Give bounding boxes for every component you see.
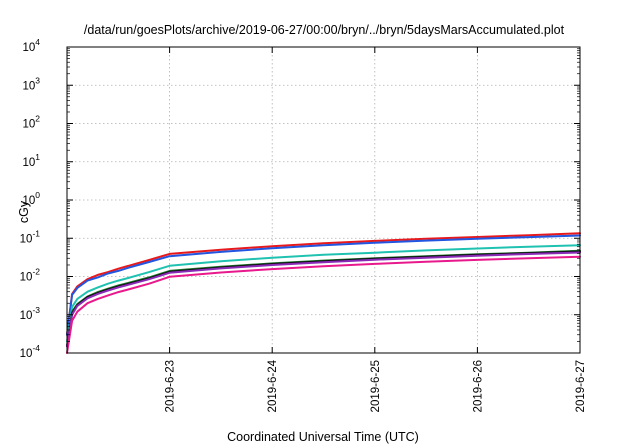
- series-line: [66, 255, 581, 354]
- x-tick-label: 2019-6-23: [165, 360, 177, 412]
- series-line: [66, 251, 581, 348]
- x-tick-label: 2019-6-26: [472, 360, 484, 412]
- series-line: [66, 232, 581, 336]
- x-tick-label: 2019-6-27: [575, 360, 587, 412]
- y-tick-label: 10-3: [20, 305, 41, 322]
- y-tick-label: 101: [22, 152, 40, 169]
- y-tick-label: 10-2: [20, 267, 41, 284]
- series-line: [66, 244, 581, 343]
- x-tick-label: 2019-6-25: [370, 360, 382, 412]
- y-tick-label: 10-4: [20, 343, 41, 360]
- x-axis-label: Coordinated Universal Time (UTC): [227, 430, 419, 444]
- grid-lines: [67, 47, 580, 353]
- series-lines: [66, 232, 581, 354]
- series-line: [66, 234, 581, 336]
- y-tick-label: 104: [22, 37, 40, 54]
- series-line: [66, 249, 581, 348]
- y-tick-label: 103: [22, 75, 40, 92]
- y-tick-label: 100: [22, 190, 40, 207]
- axis-ticks: 10-4 10-3 10-2 10-1 100 101 102 103 104 2019-6-23…: [20, 37, 587, 412]
- chart-title: /data/run/goesPlots/archive/2019-06-27/0…: [84, 23, 565, 37]
- x-tick-label: 2019-6-24: [267, 359, 279, 412]
- y-tick-label: 10-1: [20, 228, 41, 245]
- y-axis-label: cGy: [17, 200, 31, 223]
- y-tick-label: 102: [22, 114, 40, 131]
